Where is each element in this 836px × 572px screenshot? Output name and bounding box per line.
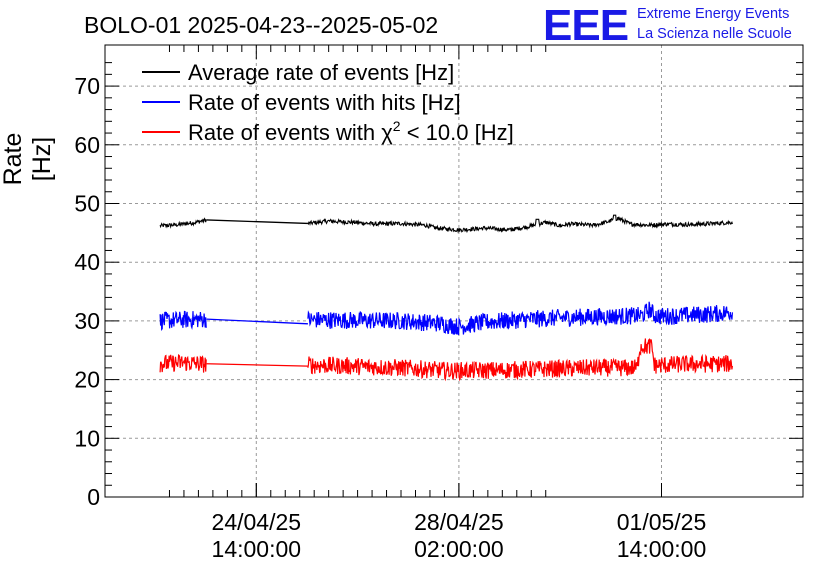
series-average-segment-1	[159, 217, 207, 229]
legend-label-superscript: 2	[393, 118, 401, 134]
y-tick-label: 40	[74, 249, 100, 275]
y-tick-label: 0	[87, 484, 100, 510]
y-tick-label: 70	[74, 73, 100, 99]
logo-text: Extreme Energy Events La Scienza nelle S…	[637, 4, 792, 44]
series-layer	[159, 214, 733, 382]
legend-label-prefix: Rate of events with	[188, 120, 381, 145]
series-hits-segment-2	[307, 301, 733, 336]
legend-label-chi: χ	[381, 120, 393, 145]
logo-line-1: Extreme Energy Events	[637, 6, 790, 22]
y-tick-label: 50	[74, 190, 100, 216]
chart-title: BOLO-01 2025-04-23--2025-05-02	[84, 12, 439, 38]
axes: 01020304050607024/04/2514:00:0028/04/250…	[74, 44, 804, 562]
y-tick-label: 10	[74, 425, 100, 451]
series-average-gap-line	[206, 219, 308, 225]
series-chi2-segment-2	[307, 338, 733, 382]
legend: Average rate of events [Hz] Rate of event…	[142, 60, 514, 145]
series-chi2-gap-line	[206, 363, 308, 367]
series-average-segment-2	[307, 214, 733, 234]
y-tick-label: 20	[74, 367, 100, 393]
eee-logo: EEE	[543, 1, 629, 50]
x-tick-label-date: 01/05/25	[617, 509, 707, 535]
x-tick-label-date: 28/04/25	[414, 509, 504, 535]
legend-label-suffix: < 10.0 [Hz]	[401, 120, 514, 145]
series-hits-gap-line	[206, 318, 308, 325]
legend-label-chi2: Rate of events with χ2 < 10.0 [Hz]	[188, 118, 514, 145]
x-tick-label-date: 24/04/25	[212, 509, 302, 535]
x-tick-label-time: 14:00:00	[617, 536, 707, 562]
grid	[105, 45, 803, 497]
y-tick-label: 60	[74, 132, 100, 158]
y-tick-label: 30	[74, 308, 100, 334]
series-chi2-segment-1	[159, 354, 207, 373]
x-tick-label-time: 02:00:00	[414, 536, 504, 562]
series-hits-segment-1	[159, 310, 207, 331]
logo-line-2: La Scienza nelle Scuole	[637, 26, 792, 42]
legend-label-average: Average rate of events [Hz]	[188, 60, 454, 85]
legend-label-hits: Rate of events with hits [Hz]	[188, 90, 461, 115]
x-tick-label-time: 14:00:00	[212, 536, 302, 562]
plot-frame	[104, 44, 804, 498]
